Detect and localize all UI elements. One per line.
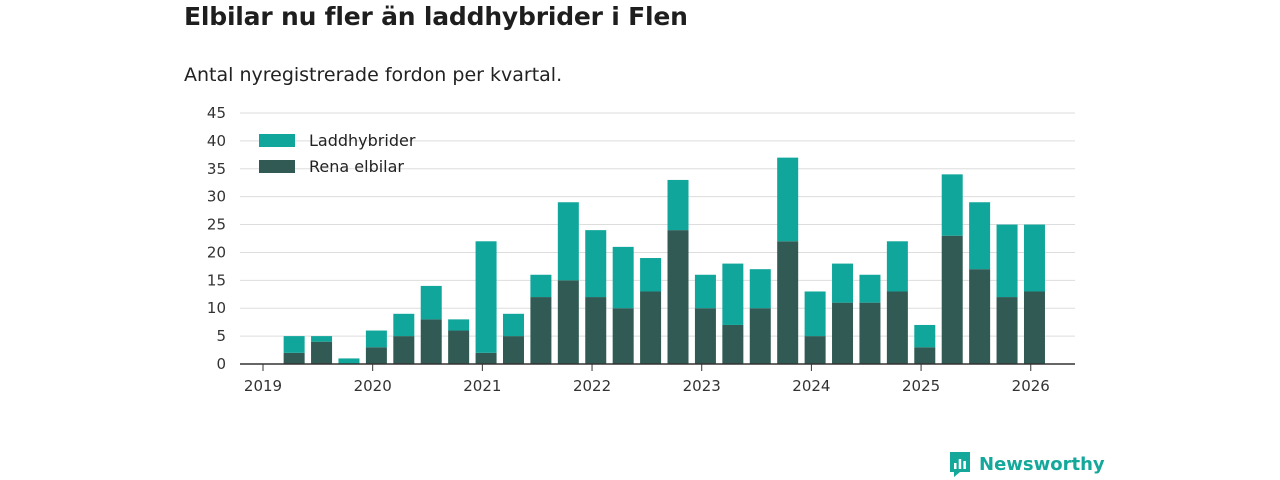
bar-rena-elbilar: [557, 280, 579, 364]
bar-rena-elbilar: [886, 291, 908, 364]
bar-rena-elbilar: [914, 347, 936, 364]
bar-rena-elbilar: [804, 336, 826, 364]
bar-laddhybrider: [530, 274, 552, 298]
bar-laddhybrider: [502, 313, 524, 337]
x-tick-label: 2025: [902, 377, 940, 395]
brand-name: Newsworthy: [979, 453, 1105, 475]
bar-laddhybrider: [475, 241, 497, 353]
bar-laddhybrider: [448, 319, 470, 331]
bar-laddhybrider: [969, 202, 991, 270]
x-tick-label: 2024: [792, 377, 830, 395]
bar-rena-elbilar: [283, 352, 305, 364]
bar-rena-elbilar: [448, 330, 470, 364]
bar-rena-elbilar: [311, 341, 333, 364]
bar-laddhybrider: [1023, 224, 1045, 292]
y-tick-label: 10: [207, 299, 226, 317]
bar-laddhybrider: [941, 174, 963, 236]
bar-rena-elbilar: [475, 352, 497, 364]
y-tick-label: 20: [207, 243, 226, 261]
y-tick-label: 40: [207, 132, 226, 150]
bar-rena-elbilar: [941, 235, 963, 364]
bar-rena-elbilar: [667, 230, 689, 364]
bar-rena-elbilar: [585, 297, 607, 364]
bar-laddhybrider: [365, 330, 387, 348]
bar-rena-elbilar: [969, 269, 991, 364]
bar-rena-elbilar: [502, 336, 524, 364]
bar-rena-elbilar: [640, 291, 662, 364]
y-tick-label: 15: [207, 271, 226, 289]
y-tick-label: 0: [216, 355, 226, 373]
legend-label: Rena elbilar: [309, 157, 404, 176]
bar-rena-elbilar: [612, 308, 634, 364]
y-tick-label: 45: [207, 104, 226, 122]
x-tick-label: 2019: [244, 377, 282, 395]
bar-laddhybrider: [393, 313, 415, 337]
bar-rena-elbilar: [777, 241, 799, 364]
y-tick-label: 35: [207, 160, 226, 178]
x-tick-label: 2026: [1012, 377, 1050, 395]
legend-label: Laddhybrider: [309, 131, 416, 150]
bar-laddhybrider: [859, 274, 881, 303]
legend-swatch: [259, 134, 295, 147]
x-tick-label: 2020: [354, 377, 392, 395]
bar-rena-elbilar: [1023, 291, 1045, 364]
bar-laddhybrider: [777, 157, 799, 242]
bar-chart-badge-icon: [950, 452, 970, 477]
y-tick-label: 30: [207, 188, 226, 206]
bar-laddhybrider: [722, 263, 744, 325]
y-tick-label: 5: [216, 327, 226, 345]
bar-laddhybrider: [832, 263, 854, 303]
y-tick-label: 25: [207, 216, 226, 234]
bar-laddhybrider: [283, 336, 305, 353]
bar-laddhybrider: [557, 202, 579, 281]
bar-laddhybrider: [667, 179, 689, 231]
bar-rena-elbilar: [365, 347, 387, 364]
bar-rena-elbilar: [749, 308, 771, 364]
bar-rena-elbilar: [832, 302, 854, 364]
bar-rena-elbilar: [859, 302, 881, 364]
bar-rena-elbilar: [996, 297, 1018, 364]
bar-rena-elbilar: [722, 324, 744, 364]
bar-laddhybrider: [640, 258, 662, 292]
bar-rena-elbilar: [530, 297, 552, 364]
bar-laddhybrider: [694, 274, 716, 309]
chart-subtitle: Antal nyregistrerade fordon per kvartal.: [184, 64, 563, 86]
chart-title: Elbilar nu fler än laddhybrider i Flen: [184, 2, 688, 31]
bar-laddhybrider: [612, 246, 634, 309]
legend-swatch: [259, 160, 295, 173]
brand-logo: Newsworthy: [948, 450, 1105, 478]
bar-laddhybrider: [311, 336, 333, 342]
x-tick-label: 2023: [683, 377, 721, 395]
bar-rena-elbilar: [393, 336, 415, 364]
bar-laddhybrider: [914, 324, 936, 348]
bar-rena-elbilar: [694, 308, 716, 364]
bar-laddhybrider: [996, 224, 1018, 298]
bar-laddhybrider: [420, 285, 442, 320]
bar-laddhybrider: [804, 291, 826, 337]
x-tick-label: 2022: [573, 377, 611, 395]
bar-laddhybrider: [749, 269, 771, 309]
bar-laddhybrider: [338, 358, 360, 364]
bar-rena-elbilar: [420, 319, 442, 364]
bar-laddhybrider: [585, 230, 607, 298]
x-tick-label: 2021: [463, 377, 501, 395]
bar-laddhybrider: [886, 241, 908, 292]
